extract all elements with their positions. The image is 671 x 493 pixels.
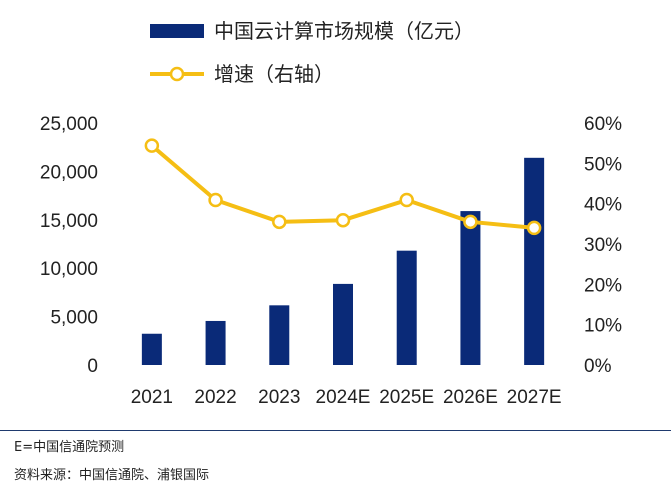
right-tick-label: 60% [584,114,622,135]
bar [205,320,226,365]
line-point [144,138,160,153]
left-tick-label: 20,000 [40,162,98,183]
line-point [208,192,223,208]
bar [396,250,417,365]
left-tick-label: 5,000 [50,308,98,329]
x-axis: 2021 2022 2023 2024E 2025E 2026E 2027E [131,387,562,408]
legend: 中国云计算市场规模（亿元） 增速（右轴） [150,19,474,86]
x-tick-label: 2021 [131,387,173,408]
right-tick-label: 20% [584,275,622,296]
x-tick-label: 2026E [443,387,498,408]
note-text: E=中国信通院预测 [14,440,125,455]
right-tick-label: 30% [584,235,622,256]
bar [333,283,353,365]
legend-bar-swatch [150,24,204,38]
line-point [399,192,414,208]
right-tick-label: 50% [584,154,622,175]
line-point [335,212,351,228]
chart: 中国云计算市场规模（亿元） 增速（右轴） 0 5,000 10,000 15,000 2… [40,19,622,408]
right-tick-label: 10% [584,316,622,337]
x-tick-label: 2024E [316,387,371,408]
line-point [463,214,478,230]
line-point [526,220,542,236]
left-tick-label: 0 [87,356,98,377]
legend-bar-label: 中国云计算市场规模（亿元） [214,19,474,43]
x-tick-label: 2023 [258,387,300,408]
right-tick-label: 0% [584,356,612,377]
x-tick-label: 2027E [507,387,562,408]
left-tick-label: 10,000 [40,259,98,280]
left-tick-label: 15,000 [40,211,98,232]
source-text: 资料来源：中国信通院、浦银国际 [14,468,210,483]
right-axis: 0% 10% 20% 30% 40% 50% 60% [584,114,622,377]
bar [460,211,481,365]
line-point [272,214,287,230]
left-axis: 0 5,000 10,000 15,000 20,000 25,000 [40,114,98,377]
x-tick-label: 2022 [194,387,236,408]
line-series [144,138,542,236]
bar [524,157,545,365]
bar-series [141,157,545,365]
bar [269,305,290,365]
right-tick-label: 40% [584,195,622,216]
x-tick-label: 2025E [379,387,434,408]
bar [141,333,162,365]
left-tick-label: 25,000 [40,114,98,135]
legend-line-marker [169,66,185,82]
legend-line-label: 增速（右轴） [214,62,334,86]
divider [0,430,671,431]
